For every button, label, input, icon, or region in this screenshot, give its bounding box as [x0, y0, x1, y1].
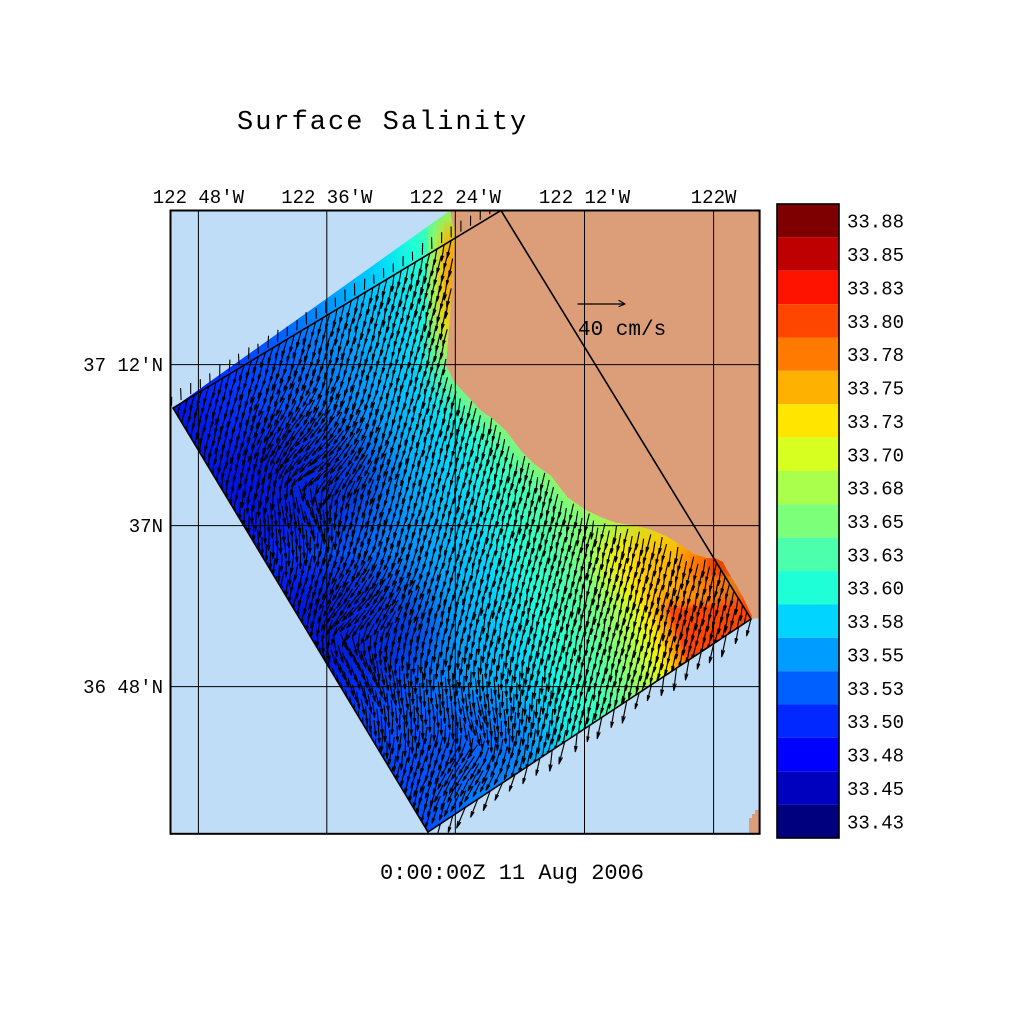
svg-text:33.65: 33.65 [847, 512, 904, 534]
svg-text:33.55: 33.55 [847, 646, 904, 668]
svg-text:33.73: 33.73 [847, 412, 904, 434]
svg-text:33.85: 33.85 [847, 245, 904, 267]
svg-text:33.70: 33.70 [847, 445, 904, 467]
svg-text:33.68: 33.68 [847, 479, 904, 501]
svg-text:33.88: 33.88 [847, 212, 904, 234]
svg-text:36 48'N: 36 48'N [83, 677, 163, 699]
svg-text:33.53: 33.53 [847, 679, 904, 701]
svg-text:37N: 37N [129, 516, 163, 538]
svg-text:33.48: 33.48 [847, 746, 904, 768]
svg-text:33.45: 33.45 [847, 779, 904, 801]
svg-text:Surface Salinity: Surface Salinity [237, 108, 528, 138]
svg-text:40 cm/s: 40 cm/s [578, 319, 666, 342]
svg-text:122 12'W: 122 12'W [539, 187, 631, 209]
svg-text:33.60: 33.60 [847, 579, 904, 601]
svg-text:0:00:00Z 11 Aug 2006: 0:00:00Z 11 Aug 2006 [380, 861, 644, 886]
svg-text:122 48'W: 122 48'W [153, 187, 245, 209]
svg-text:33.63: 33.63 [847, 545, 904, 567]
svg-text:122W: 122W [691, 187, 737, 209]
svg-text:33.75: 33.75 [847, 379, 904, 401]
svg-text:33.83: 33.83 [847, 278, 904, 300]
svg-text:33.80: 33.80 [847, 312, 904, 334]
svg-text:122 24'W: 122 24'W [410, 187, 502, 209]
svg-text:37 12'N: 37 12'N [83, 355, 163, 377]
svg-text:33.43: 33.43 [847, 812, 904, 834]
svg-text:33.78: 33.78 [847, 345, 904, 367]
svg-text:33.58: 33.58 [847, 612, 904, 634]
svg-text:33.50: 33.50 [847, 712, 904, 734]
svg-text:122 36'W: 122 36'W [281, 187, 373, 209]
